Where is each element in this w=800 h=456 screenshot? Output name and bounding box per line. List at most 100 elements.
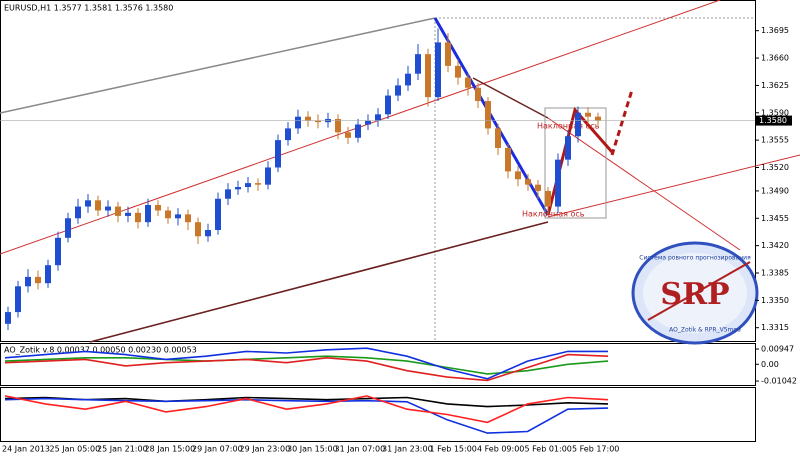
y-tick-label: 0.00947 — [761, 345, 794, 354]
candle-body — [445, 42, 451, 66]
x-tick-label: 24 Jan 2013 — [2, 445, 50, 454]
candle-body — [205, 230, 211, 237]
candle-body — [375, 114, 381, 121]
candle-body — [275, 140, 281, 168]
candle-body — [475, 87, 481, 102]
candle-body — [125, 212, 131, 216]
x-tick-label: 5 Feb 01:00 — [525, 445, 572, 454]
indicator-line — [4, 347, 608, 380]
x-tick-label: 5 Feb 17:00 — [572, 445, 619, 454]
candle-body — [95, 200, 101, 211]
candle-body — [305, 116, 311, 121]
candle-body — [155, 205, 161, 211]
candle-body — [135, 212, 141, 223]
candle-body — [315, 120, 321, 123]
indicator-line — [4, 395, 609, 424]
main-panel-frame — [0, 0, 756, 342]
candle-body — [145, 205, 151, 223]
y-tick-label: 1.3350 — [761, 296, 789, 305]
candle-body — [495, 128, 501, 148]
candle-body — [365, 120, 371, 125]
candle-body — [525, 179, 531, 185]
indicator-line — [4, 355, 609, 375]
current-price-label: 1.3580 — [759, 116, 787, 125]
candle-body — [255, 183, 261, 185]
candle-body — [485, 101, 491, 129]
candle-body — [105, 206, 111, 211]
logo-caption: AO_Zotik & RPR_V5mod — [669, 327, 741, 334]
candle-body — [455, 65, 461, 78]
y-tick-label: 0.00 — [761, 360, 779, 369]
candle-body — [225, 189, 231, 199]
candle-body — [405, 73, 411, 86]
candle-body — [115, 206, 121, 216]
candle-body — [185, 214, 191, 223]
candle-body — [545, 190, 551, 207]
candle-body — [65, 218, 71, 238]
trend-line — [472, 77, 549, 119]
candle-body — [55, 237, 61, 266]
candle-body — [575, 112, 581, 137]
y-tick-label: 1.3490 — [761, 186, 789, 195]
candle-body — [165, 210, 171, 219]
box — [544, 107, 607, 219]
candle-body — [355, 124, 361, 138]
current-price-box — [756, 115, 792, 126]
x-tick-label: 31 Jan 07:00 — [335, 445, 386, 454]
candle-body — [555, 159, 561, 207]
indicator-line — [4, 353, 609, 382]
x-tick-label: 30 Jan 15:00 — [287, 445, 338, 454]
candle-body — [385, 95, 391, 115]
candle-body — [435, 42, 441, 98]
candle-body — [175, 214, 181, 219]
y-tick-label: 1.3420 — [761, 241, 789, 250]
x-tick-label: 25 Jan 05:00 — [50, 445, 101, 454]
x-tick-label: 4 Feb 09:00 — [477, 445, 524, 454]
candle-body — [425, 54, 431, 98]
forecast-line — [610, 89, 634, 156]
y-tick-label: 1.3520 — [761, 163, 789, 172]
candle-body — [15, 286, 21, 313]
osc-panel-frame — [0, 387, 756, 442]
candle-body — [265, 167, 271, 185]
y-tick-label: -0.01042 — [761, 377, 797, 386]
y-tick-label: 1.3555 — [761, 136, 789, 145]
candle-body — [585, 112, 591, 117]
candle-body — [345, 132, 351, 138]
candle-body — [5, 312, 11, 324]
candle-body — [245, 183, 251, 188]
candle-body — [85, 200, 91, 207]
logo-arrow — [647, 261, 751, 321]
candle-body — [535, 184, 541, 191]
candle-body — [195, 222, 201, 237]
x-tick-label: 28 Jan 15:00 — [145, 445, 196, 454]
candle-body — [565, 136, 571, 160]
y-tick-label: 1.3315 — [761, 323, 789, 332]
candle-body — [515, 171, 521, 180]
candle-body — [595, 116, 601, 121]
x-tick-label: 29 Jan 23:00 — [240, 445, 291, 454]
candle-body — [235, 187, 241, 190]
annotation: Наклонная ось — [522, 210, 585, 219]
candle-body — [395, 85, 401, 96]
candle-body — [25, 276, 31, 287]
candle-body — [215, 198, 221, 231]
candle-body — [465, 77, 471, 88]
channel-line — [0, 17, 436, 114]
y-tick-label: 1.3590 — [761, 108, 789, 117]
channel-line — [89, 221, 549, 343]
y-tick-label: 1.3695 — [761, 26, 789, 35]
candle-body — [35, 276, 41, 284]
y-tick-label: 1.3455 — [761, 214, 789, 223]
indicator-line — [4, 396, 609, 408]
logo: Система ровного прогнозирования SRP AO_Z… — [631, 241, 759, 345]
candle-body — [415, 54, 421, 74]
annotation: Наклонная ось — [537, 122, 600, 131]
candle-body — [505, 147, 511, 172]
candle-body — [75, 206, 81, 219]
x-tick-label: 1 Feb 15:00 — [430, 445, 477, 454]
candle-body — [295, 116, 301, 129]
indicator-line — [4, 397, 609, 434]
candle-body — [285, 128, 291, 141]
